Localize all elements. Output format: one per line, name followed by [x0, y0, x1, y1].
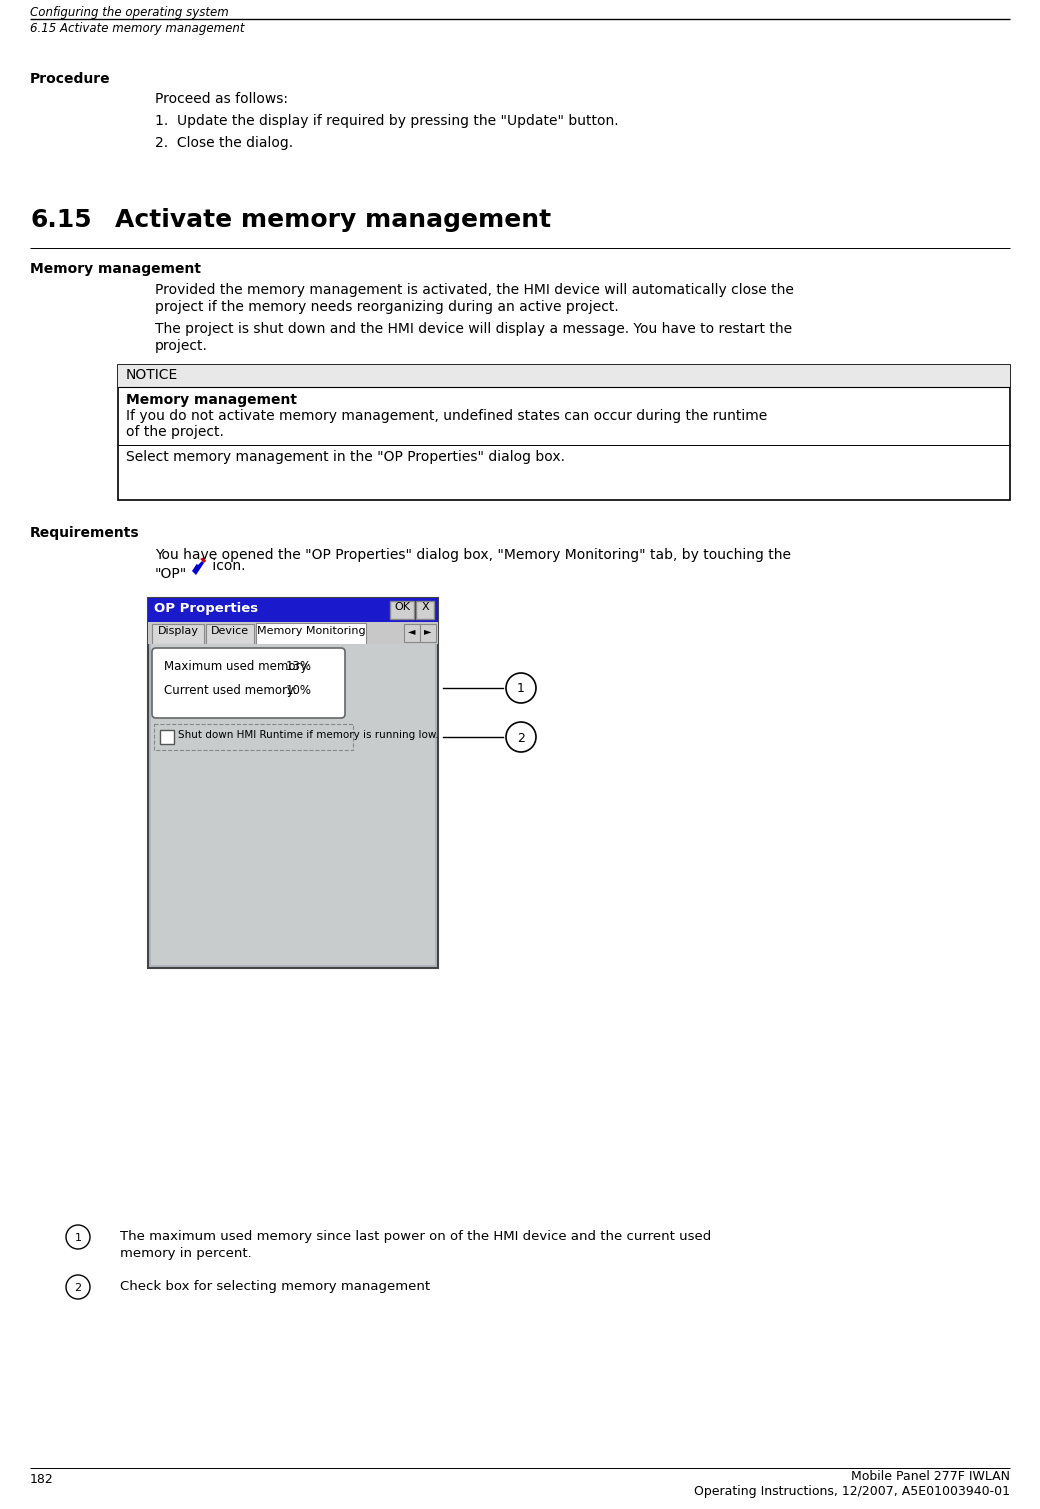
FancyBboxPatch shape — [152, 647, 345, 718]
Bar — [160, 730, 174, 744]
Text: Display: Display — [157, 626, 199, 635]
Text: Maximum used memory:: Maximum used memory: — [164, 659, 311, 673]
Text: icon.: icon. — [208, 558, 245, 573]
Bar — [256, 623, 366, 644]
Bar — [148, 622, 438, 644]
FancyBboxPatch shape — [154, 724, 353, 750]
Text: Check box for selecting memory management: Check box for selecting memory managemen… — [120, 1280, 431, 1293]
Text: Mobile Panel 277F IWLAN: Mobile Panel 277F IWLAN — [851, 1470, 1010, 1483]
Text: 6.15 Activate memory management: 6.15 Activate memory management — [30, 23, 244, 35]
Bar — [148, 598, 438, 967]
Bar — [390, 601, 414, 619]
Bar — [420, 625, 436, 641]
Text: If you do not activate memory management, undefined states can occur during the : If you do not activate memory management… — [126, 409, 768, 423]
Text: OK: OK — [394, 602, 410, 613]
Text: Device: Device — [211, 626, 249, 635]
Text: Requirements: Requirements — [30, 527, 139, 540]
Bar — [206, 625, 254, 644]
Text: 13%: 13% — [286, 659, 312, 673]
Text: memory in percent.: memory in percent. — [120, 1246, 252, 1260]
Text: Procedure: Procedure — [30, 72, 110, 86]
Text: Operating Instructions, 12/2007, A5E01003940-01: Operating Instructions, 12/2007, A5E0100… — [694, 1485, 1010, 1498]
Text: Memory Monitoring: Memory Monitoring — [257, 626, 365, 635]
Text: Configuring the operating system: Configuring the operating system — [30, 6, 229, 20]
Text: 2.  Close the dialog.: 2. Close the dialog. — [155, 136, 293, 149]
Text: Select memory management in the "OP Properties" dialog box.: Select memory management in the "OP Prop… — [126, 450, 565, 463]
Bar — [404, 625, 420, 641]
Text: The maximum used memory since last power on of the HMI device and the current us: The maximum used memory since last power… — [120, 1230, 711, 1243]
Text: Memory management: Memory management — [30, 263, 201, 276]
Text: The project is shut down and the HMI device will display a message. You have to : The project is shut down and the HMI dev… — [155, 321, 792, 337]
Text: Shut down HMI Runtime if memory is running low.: Shut down HMI Runtime if memory is runni… — [178, 730, 439, 739]
Bar — [416, 601, 434, 619]
Text: project if the memory needs reorganizing during an active project.: project if the memory needs reorganizing… — [155, 300, 619, 314]
Text: 2: 2 — [517, 732, 525, 744]
Bar — [148, 598, 438, 622]
Text: 182: 182 — [30, 1473, 54, 1486]
Text: You have opened the "OP Properties" dialog box, "Memory Monitoring" tab, by touc: You have opened the "OP Properties" dial… — [155, 548, 791, 561]
Bar — [118, 365, 1010, 499]
Text: 1: 1 — [517, 682, 525, 696]
Text: ◄: ◄ — [409, 626, 416, 635]
Text: of the project.: of the project. — [126, 426, 224, 439]
Text: Activate memory management: Activate memory management — [115, 208, 551, 232]
Text: 2: 2 — [75, 1283, 81, 1293]
Polygon shape — [200, 557, 206, 563]
Text: X: X — [421, 602, 428, 613]
Bar — [152, 625, 204, 644]
Text: "OP": "OP" — [155, 567, 187, 581]
Text: project.: project. — [155, 340, 208, 353]
Text: Proceed as follows:: Proceed as follows: — [155, 92, 288, 106]
Bar — [118, 365, 1010, 386]
Text: ►: ► — [424, 626, 432, 635]
Text: Provided the memory management is activated, the HMI device will automatically c: Provided the memory management is activa… — [155, 284, 794, 297]
Text: Memory management: Memory management — [126, 392, 297, 407]
Text: 10%: 10% — [286, 684, 312, 697]
Text: 1: 1 — [75, 1233, 81, 1243]
Bar — [151, 644, 435, 964]
Text: Current used memory:: Current used memory: — [164, 684, 297, 697]
Polygon shape — [196, 558, 202, 564]
Text: 6.15: 6.15 — [30, 208, 92, 232]
Polygon shape — [192, 558, 204, 575]
Text: OP Properties: OP Properties — [154, 602, 258, 616]
Text: 1.  Update the display if required by pressing the "Update" button.: 1. Update the display if required by pre… — [155, 115, 619, 128]
Text: NOTICE: NOTICE — [126, 368, 178, 382]
